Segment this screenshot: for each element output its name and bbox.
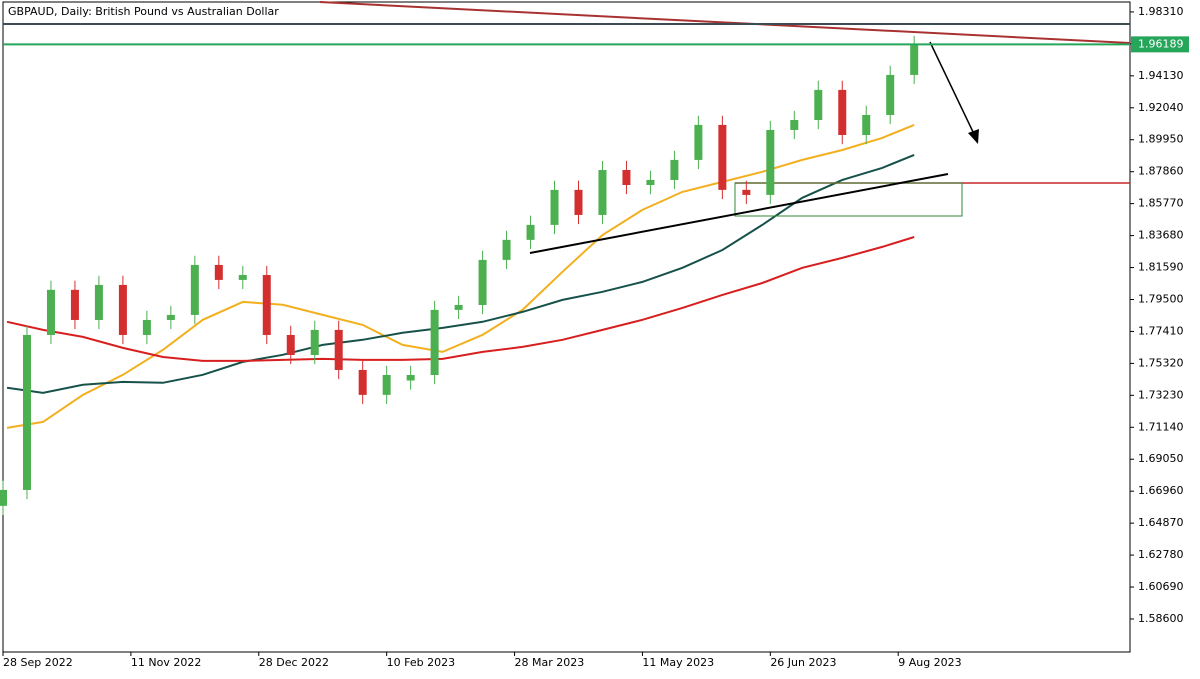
y-tick-label: 1.94130 [1138, 69, 1184, 82]
candle-body [142, 319, 151, 335]
candle-body [790, 120, 799, 130]
x-tick-label: 28 Mar 2023 [515, 656, 585, 669]
last-price-box [1131, 36, 1189, 53]
y-tick-label: 1.71140 [1138, 420, 1184, 433]
y-tick-label: 1.69050 [1138, 452, 1184, 465]
candle-body [454, 304, 463, 310]
x-tick-label: 28 Sep 2022 [3, 656, 73, 669]
candle-body [46, 289, 55, 335]
candle-body [478, 259, 487, 305]
resistance-trendline [319, 1, 1131, 44]
last-price-label: 1.96189 [1138, 37, 1184, 50]
candle-body [862, 114, 871, 135]
x-tick-label: 10 Feb 2023 [387, 656, 455, 669]
candle-body [622, 170, 631, 185]
candle-body [190, 264, 199, 315]
y-tick-label: 1.87860 [1138, 165, 1184, 178]
candle-body [910, 44, 919, 75]
candle-body [382, 375, 391, 395]
candle-body [814, 89, 823, 121]
candle-body [526, 224, 535, 240]
candle-body [646, 179, 655, 185]
y-tick-label: 1.60690 [1138, 580, 1184, 593]
x-tick-label: 9 Aug 2023 [898, 656, 961, 669]
y-tick-label: 1.66960 [1138, 484, 1184, 497]
y-tick-label: 1.73230 [1138, 388, 1184, 401]
candle-body [286, 334, 295, 355]
x-tick-label: 11 May 2023 [642, 656, 714, 669]
candle-body [94, 284, 103, 320]
x-tick-label: 26 Jun 2023 [770, 656, 836, 669]
candle-body [118, 284, 127, 335]
candle-body [406, 375, 415, 381]
y-tick-label: 1.62780 [1138, 548, 1184, 561]
candle-body [0, 489, 7, 506]
plot-frame [2, 1, 1131, 653]
candle-body [334, 329, 343, 370]
y-tick-label: 1.77410 [1138, 324, 1184, 337]
candle-body [430, 309, 439, 376]
y-tick-label: 1.92040 [1138, 101, 1184, 114]
support-trendline [529, 173, 949, 254]
y-tick-label: 1.85770 [1138, 197, 1184, 210]
arrow-shaft [929, 41, 975, 135]
arrow-head [968, 129, 979, 144]
candle-body [238, 275, 247, 280]
candle-body [502, 239, 511, 260]
candle-body [766, 129, 775, 195]
candle-body [214, 264, 223, 280]
y-tick-label: 1.83680 [1138, 229, 1184, 242]
candle-body [310, 329, 319, 355]
y-tick-label: 1.81590 [1138, 261, 1184, 274]
candle-body [22, 334, 31, 490]
y-tick-label: 1.79500 [1138, 292, 1184, 305]
candle-body [550, 189, 559, 225]
y-tick-label: 1.98310 [1138, 5, 1184, 18]
x-tick-label: 11 Nov 2022 [131, 656, 201, 669]
chart-title: GBPAUD, Daily: British Pound vs Australi… [8, 5, 279, 18]
candle-body [598, 170, 607, 215]
y-tick-label: 1.75320 [1138, 356, 1184, 369]
candle-body [742, 189, 751, 195]
candle-body [262, 275, 271, 335]
moving-average [6, 236, 915, 362]
candle-body [358, 369, 367, 395]
candle-body [70, 289, 79, 320]
moving-average [6, 153, 915, 394]
y-tick-label: 1.58600 [1138, 612, 1184, 625]
candle-body [718, 124, 727, 190]
candle-body [574, 189, 583, 215]
candle-body [886, 74, 895, 115]
zone-box [734, 182, 963, 217]
candle-body [166, 314, 175, 320]
y-tick-label: 1.64870 [1138, 516, 1184, 529]
x-tick-label: 28 Dec 2022 [259, 656, 329, 669]
candle-body [670, 159, 679, 180]
y-tick-label: 1.89950 [1138, 133, 1184, 146]
candle-body [838, 89, 847, 135]
candle-body [694, 124, 703, 160]
